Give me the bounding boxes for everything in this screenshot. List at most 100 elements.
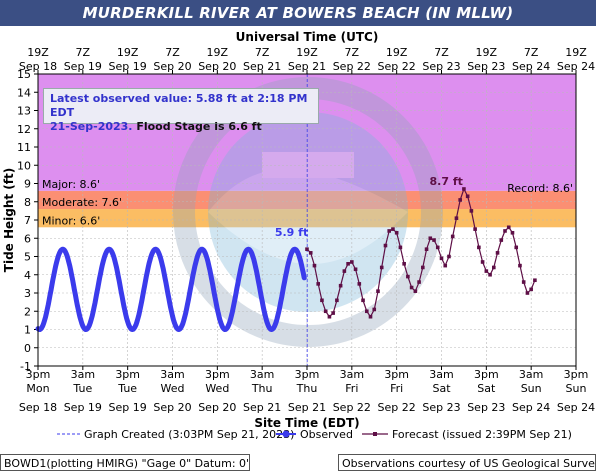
legend-forecast: Forecast (issued 2:39PM Sep 21) (392, 428, 572, 441)
plot-border (37, 73, 577, 367)
forecast-point (406, 274, 410, 279)
top-tick-date: Sep 21 (288, 60, 326, 73)
forecast-point (488, 272, 492, 277)
forecast-point (331, 311, 335, 315)
bottom-tick-date: Sep 24 (557, 401, 595, 414)
legend-observed-marker (282, 430, 290, 438)
footer-datum: BOWD1(plotting HMIRG) "Gage 0" Datum: 0' (0, 454, 250, 471)
flood-label-moderate: Moderate: 7.6' (42, 196, 122, 209)
forecast-point (327, 314, 332, 319)
latest-value-box: Latest observed value: 5.88 ft at 2:18 P… (43, 88, 319, 133)
top-tick-time: 7Z (524, 46, 539, 59)
forecast-point (424, 247, 429, 251)
bottom-tick-time: 3pm (295, 368, 320, 381)
forecast-point (521, 280, 526, 284)
y-tick-label: 7 (24, 214, 31, 227)
top-tick-time: 19Z (207, 46, 229, 59)
y-tick-label: 14 (17, 86, 31, 99)
forecast-point (421, 265, 425, 270)
forecast-point (428, 236, 433, 241)
bottom-tick-date: Sep 23 (422, 401, 460, 414)
forecast-point (510, 230, 515, 235)
y-tick-label: 1 (24, 324, 31, 337)
forecast-point (462, 187, 466, 191)
forecast-point (480, 260, 485, 264)
legend-forecast-marker (373, 432, 377, 436)
forecast-point (312, 263, 317, 268)
forecast-point (379, 265, 384, 270)
forecast-point (435, 245, 440, 250)
forecast-point (391, 227, 395, 231)
forecast-point (454, 216, 459, 220)
bottom-tick-day: Mon (26, 382, 49, 395)
forecast-point (308, 251, 313, 255)
bottom-tick-day: Sat (477, 382, 496, 395)
y-tick-label: 4 (24, 269, 31, 282)
bottom-tick-time: 3pm (205, 368, 230, 381)
top-tick-date: Sep 21 (243, 60, 281, 73)
forecast-point (503, 229, 507, 233)
y-tick-label: 12 (17, 123, 31, 136)
bottom-tick-day: Sun (566, 382, 587, 395)
top-tick-date: Sep 19 (64, 60, 102, 73)
y-tick-label: 6 (24, 232, 31, 245)
forecast-point (357, 282, 362, 286)
top-tick-date: Sep 22 (378, 60, 416, 73)
forecast-point (387, 229, 391, 233)
forecast-point (495, 251, 500, 255)
forecast-point (447, 254, 451, 259)
forecast-point (383, 243, 388, 248)
top-tick-time: 19Z (476, 46, 498, 59)
forecast-point (525, 291, 530, 295)
top-tick-date: Sep 20 (198, 60, 236, 73)
bottom-tick-day: Thu (296, 382, 318, 395)
forecast-point (305, 247, 309, 251)
forecast-point (499, 238, 504, 242)
forecast-point (364, 309, 369, 314)
forecast-point (368, 314, 373, 319)
top-tick-time: 7Z (165, 46, 180, 59)
forecast-point (506, 225, 511, 230)
top-tick-time: 19Z (296, 46, 318, 59)
bottom-tick-time: 3am (519, 368, 543, 381)
bottom-tick-date: Sep 21 (243, 401, 281, 414)
top-tick-time: 7Z (345, 46, 360, 59)
bottom-tick-time: 3pm (474, 368, 499, 381)
bottom-tick-day: Sun (521, 382, 542, 395)
forecast-point (477, 245, 481, 250)
forecast-point (353, 267, 358, 272)
forecast-point (409, 285, 414, 290)
forecast-point (458, 198, 462, 202)
y-tick-label: 8 (24, 196, 31, 209)
bottom-axis-title: Site Time (EDT) (254, 416, 359, 430)
y-tick-label: 13 (17, 105, 31, 118)
bottom-tick-time: 3am (71, 368, 95, 381)
footer-credit: Observations courtesy of US Geological S… (338, 454, 596, 471)
forecast-point (492, 265, 496, 270)
flood-label-minor: Minor: 6.6' (42, 214, 100, 227)
bottom-tick-time: 3am (250, 368, 274, 381)
bottom-tick-time: 3am (340, 368, 364, 381)
forecast-point (473, 227, 477, 231)
top-tick-date: Sep 23 (467, 60, 505, 73)
top-tick-date: Sep 18 (19, 60, 57, 73)
forecast-point (465, 194, 470, 199)
forecast-point (443, 263, 448, 268)
bottom-tick-day: Sat (432, 382, 451, 395)
top-tick-time: 19Z (565, 46, 587, 59)
bottom-tick-day: Tue (72, 382, 92, 395)
flood-label-major: Major: 8.6' (42, 178, 100, 191)
forecast-point (450, 234, 455, 239)
bottom-tick-date: Sep 19 (64, 401, 102, 414)
observed-series-line (35, 246, 307, 332)
forecast-point (518, 263, 522, 268)
chart-labels: Minor: 6.6' Moderate: 7.6' Major: 8.6' Reco… (42, 175, 573, 441)
bottom-tick-day: Fri (390, 382, 403, 395)
latest-value-text: Latest observed value: 5.88 ft at 2:18 P… (50, 92, 308, 119)
series-layer (35, 74, 537, 366)
bottom-tick-time: 3pm (26, 368, 51, 381)
forecast-point (529, 287, 533, 292)
bottom-tick-time: 3am (429, 368, 453, 381)
